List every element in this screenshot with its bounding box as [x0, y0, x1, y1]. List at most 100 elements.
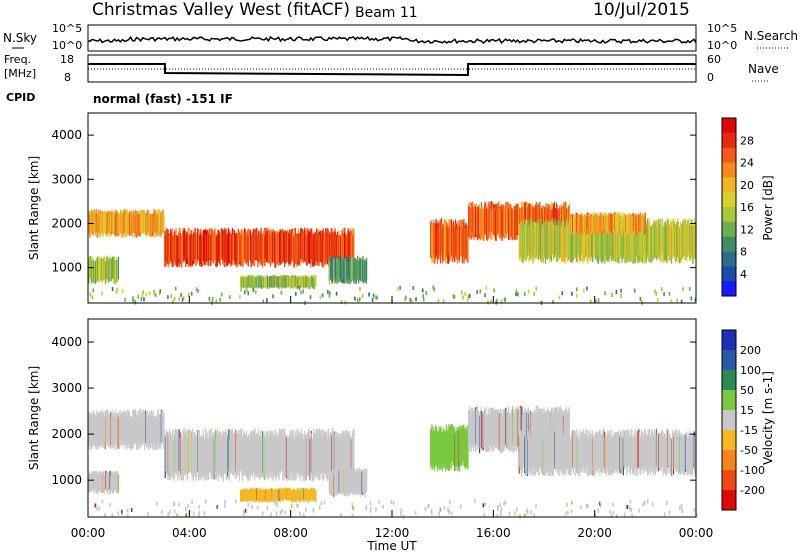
- noise-sky-line: [87, 35, 697, 45]
- data-cell: [599, 503, 602, 508]
- data-cell: [400, 508, 403, 513]
- data-cell: [576, 293, 578, 298]
- data-cell: [490, 299, 492, 304]
- data-cell: [612, 511, 615, 516]
- data-cell: [312, 508, 315, 513]
- data-cell: [586, 504, 588, 509]
- data-cell: [670, 299, 673, 304]
- data-cell: [359, 297, 361, 302]
- data-cell: [496, 513, 499, 518]
- data-cell: [235, 499, 237, 504]
- data-cell: [167, 295, 169, 300]
- data-cell: [412, 286, 414, 290]
- data-cell: [571, 291, 573, 296]
- data-cell: [351, 513, 354, 518]
- data-cell: [266, 505, 269, 510]
- data-cell: [111, 287, 114, 292]
- data-cell: [399, 285, 401, 290]
- data-cell: [178, 502, 180, 507]
- data-cell: [180, 292, 182, 297]
- plot-title: Christmas Valley West (fitACF): [92, 0, 350, 20]
- data-cell: [597, 298, 600, 303]
- data-cell: [216, 504, 218, 509]
- colorbar-swatch: [722, 207, 736, 223]
- data-cell: [609, 509, 611, 514]
- data-cell: [366, 468, 368, 492]
- data-cell: [504, 500, 507, 505]
- y-tick-label: 3000: [51, 381, 82, 395]
- data-cell: [368, 292, 370, 297]
- x-tick-label: 16:00: [476, 526, 511, 540]
- data-cell: [524, 292, 526, 297]
- y-tick-label: 1000: [51, 261, 82, 275]
- colorbar-swatch: [722, 118, 736, 134]
- data-cell: [378, 499, 381, 504]
- colorbar-swatch: [722, 470, 736, 491]
- data-cell: [366, 257, 368, 280]
- date-label: 10/Jul/2015: [593, 0, 690, 20]
- data-cell: [415, 297, 417, 302]
- data-cell: [633, 288, 636, 293]
- velocity-panel-frame: [87, 318, 697, 518]
- data-cell: [615, 290, 618, 294]
- data-cell: [628, 506, 631, 511]
- data-cell: [132, 296, 134, 301]
- data-cell: [460, 290, 463, 295]
- data-cell: [513, 511, 516, 516]
- data-cell: [327, 289, 329, 294]
- data-cell: [604, 291, 606, 296]
- data-cell: [169, 509, 171, 514]
- data-cell: [111, 513, 114, 517]
- data-cell: [359, 287, 361, 292]
- data-cell: [570, 509, 573, 514]
- data-cell: [663, 512, 666, 517]
- data-cell: [89, 292, 92, 297]
- data-cell: [247, 502, 250, 507]
- data-cell: [92, 288, 95, 293]
- data-cell: [220, 292, 223, 297]
- data-cell: [365, 505, 368, 509]
- data-cell: [680, 299, 683, 304]
- data-cell: [597, 508, 600, 513]
- data-cell: [140, 297, 143, 302]
- data-cell: [197, 513, 200, 518]
- colorbar-tick-label: 50: [740, 384, 754, 397]
- data-cell: [422, 297, 425, 302]
- colorbar-tick-label: 200: [740, 344, 761, 357]
- data-cell: [375, 507, 377, 512]
- data-cell: [452, 294, 455, 299]
- cpid-label: CPID: [6, 91, 35, 104]
- data-cell: [124, 297, 126, 302]
- data-cell: [642, 502, 644, 507]
- data-cell: [303, 512, 305, 517]
- data-cell: [174, 286, 177, 291]
- data-cell: [655, 291, 658, 296]
- data-cell: [127, 513, 129, 518]
- data-cell: [524, 513, 526, 518]
- data-cell: [130, 508, 133, 512]
- data-cell: [450, 511, 453, 516]
- data-cell: [424, 507, 427, 512]
- data-cell: [404, 297, 406, 302]
- data-cell: [462, 295, 464, 300]
- freq-label-line2: [MHz]: [4, 67, 36, 80]
- data-cell: [176, 513, 178, 518]
- data-cell: [328, 291, 331, 296]
- data-cell: [163, 215, 165, 238]
- data-cell: [154, 293, 157, 298]
- data-cell: [156, 501, 158, 506]
- data-cell: [224, 499, 226, 504]
- colorbar-tick-label: -15: [740, 424, 758, 437]
- data-cell: [430, 510, 433, 515]
- power-heatmap: [88, 201, 697, 305]
- data-cell: [256, 505, 259, 510]
- data-cell: [643, 500, 646, 505]
- data-cell: [197, 289, 199, 293]
- data-cell: [665, 501, 668, 505]
- data-cell: [109, 503, 112, 508]
- data-cell: [448, 510, 450, 514]
- data-cell: [500, 512, 502, 516]
- data-cell: [405, 295, 407, 300]
- data-cell: [375, 295, 377, 300]
